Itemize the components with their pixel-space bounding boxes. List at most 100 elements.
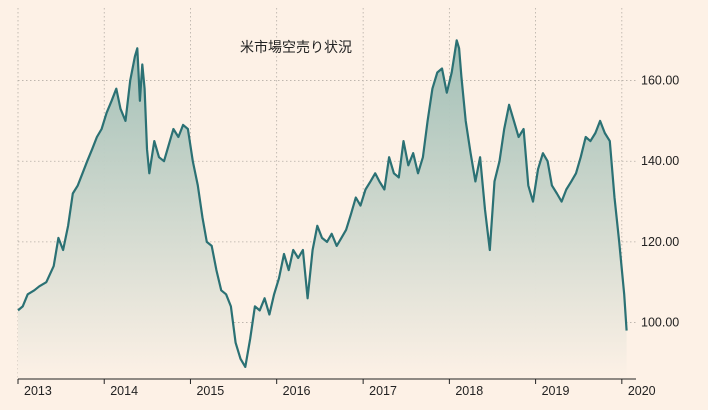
- data-point-31: [158, 156, 160, 158]
- x-tick-label-2019: 2019: [542, 384, 570, 398]
- data-point-110: [532, 201, 534, 203]
- data-point-101: [489, 249, 491, 251]
- y-axis-ticks: 100.00 120.00 140.00 160.00: [641, 74, 679, 330]
- data-point-28: [146, 148, 148, 150]
- data-point-113: [547, 160, 549, 162]
- data-point-49: [244, 366, 246, 368]
- y-tick-label-3: 160.00: [641, 74, 679, 88]
- data-point-97: [470, 152, 472, 154]
- data-point-54: [268, 314, 270, 316]
- data-point-3: [33, 289, 35, 291]
- data-point-19: [115, 88, 117, 90]
- data-point-45: [225, 293, 227, 295]
- data-point-85: [417, 172, 419, 174]
- data-point-84: [412, 152, 414, 154]
- data-point-50: [249, 338, 251, 340]
- data-point-57: [283, 253, 285, 255]
- data-point-104: [503, 128, 505, 130]
- data-point-27: [144, 88, 146, 90]
- data-point-122: [589, 140, 591, 142]
- data-point-99: [479, 156, 481, 158]
- y-tick-label-1: 120.00: [641, 235, 679, 249]
- data-point-34: [172, 128, 174, 130]
- data-point-36: [182, 124, 184, 126]
- data-point-123: [594, 132, 596, 134]
- data-point-7: [57, 237, 59, 239]
- data-point-10: [72, 193, 74, 195]
- data-point-68: [336, 245, 338, 247]
- data-point-90: [441, 68, 443, 70]
- data-point-121: [585, 136, 587, 138]
- data-point-55: [273, 293, 275, 295]
- data-point-51: [254, 305, 256, 307]
- data-point-100: [484, 209, 486, 211]
- x-tick-label-2013: 2013: [24, 384, 52, 398]
- data-point-129: [623, 293, 625, 295]
- data-point-72: [355, 197, 357, 199]
- data-point-111: [537, 168, 539, 170]
- data-point-20: [120, 108, 122, 110]
- data-point-114: [551, 184, 553, 186]
- y-tick-label-0: 100.00: [641, 316, 679, 330]
- data-point-40: [202, 217, 204, 219]
- data-point-108: [523, 128, 525, 130]
- data-point-11: [77, 184, 79, 186]
- data-point-117: [565, 189, 567, 191]
- data-point-130: [626, 330, 628, 332]
- y-tick-label-2: 140.00: [641, 154, 679, 168]
- data-point-116: [561, 201, 563, 203]
- data-point-98: [474, 180, 476, 182]
- data-point-64: [316, 225, 318, 227]
- data-point-118: [570, 180, 572, 182]
- data-point-81: [398, 176, 400, 178]
- data-point-61: [302, 249, 304, 251]
- data-point-44: [220, 289, 222, 291]
- series-area: [18, 40, 627, 380]
- data-point-2: [27, 293, 29, 295]
- data-point-93: [456, 39, 458, 41]
- data-point-67: [331, 233, 333, 235]
- data-point-62: [307, 297, 309, 299]
- data-point-23: [134, 55, 136, 57]
- data-point-126: [609, 140, 611, 142]
- data-point-60: [297, 257, 299, 259]
- data-point-71: [350, 213, 352, 215]
- x-tick-label-2016: 2016: [283, 384, 311, 398]
- x-tick-label-2020: 2020: [628, 384, 656, 398]
- data-point-77: [378, 180, 380, 182]
- data-point-29: [148, 172, 150, 174]
- data-point-80: [393, 172, 395, 174]
- data-point-22: [129, 80, 131, 82]
- data-point-39: [197, 184, 199, 186]
- data-point-70: [345, 229, 347, 231]
- data-point-112: [542, 152, 544, 154]
- data-point-32: [163, 160, 165, 162]
- data-point-47: [235, 342, 237, 344]
- x-tick-label-2018: 2018: [455, 384, 483, 398]
- data-point-4: [38, 285, 40, 287]
- data-point-13: [86, 160, 88, 162]
- data-point-105: [508, 104, 510, 106]
- data-point-18: [111, 100, 113, 102]
- data-point-86: [422, 156, 424, 158]
- data-point-1: [22, 305, 24, 307]
- data-point-5: [45, 281, 47, 283]
- data-point-96: [465, 120, 467, 122]
- data-point-30: [153, 140, 155, 142]
- data-point-37: [187, 128, 189, 130]
- data-point-15: [96, 136, 98, 138]
- data-point-63: [312, 249, 314, 251]
- series-line: [17, 39, 628, 368]
- data-point-125: [604, 132, 606, 134]
- data-point-43: [215, 269, 217, 271]
- data-point-42: [211, 245, 213, 247]
- data-point-79: [388, 156, 390, 158]
- data-point-25: [139, 100, 141, 102]
- data-point-88: [431, 88, 433, 90]
- data-point-6: [53, 265, 55, 267]
- data-point-103: [499, 160, 501, 162]
- data-point-124: [599, 120, 601, 122]
- data-point-58: [288, 269, 290, 271]
- x-axis-ticks: 2013 2014 2015 2016 2017 2018 2019 2020: [17, 379, 656, 398]
